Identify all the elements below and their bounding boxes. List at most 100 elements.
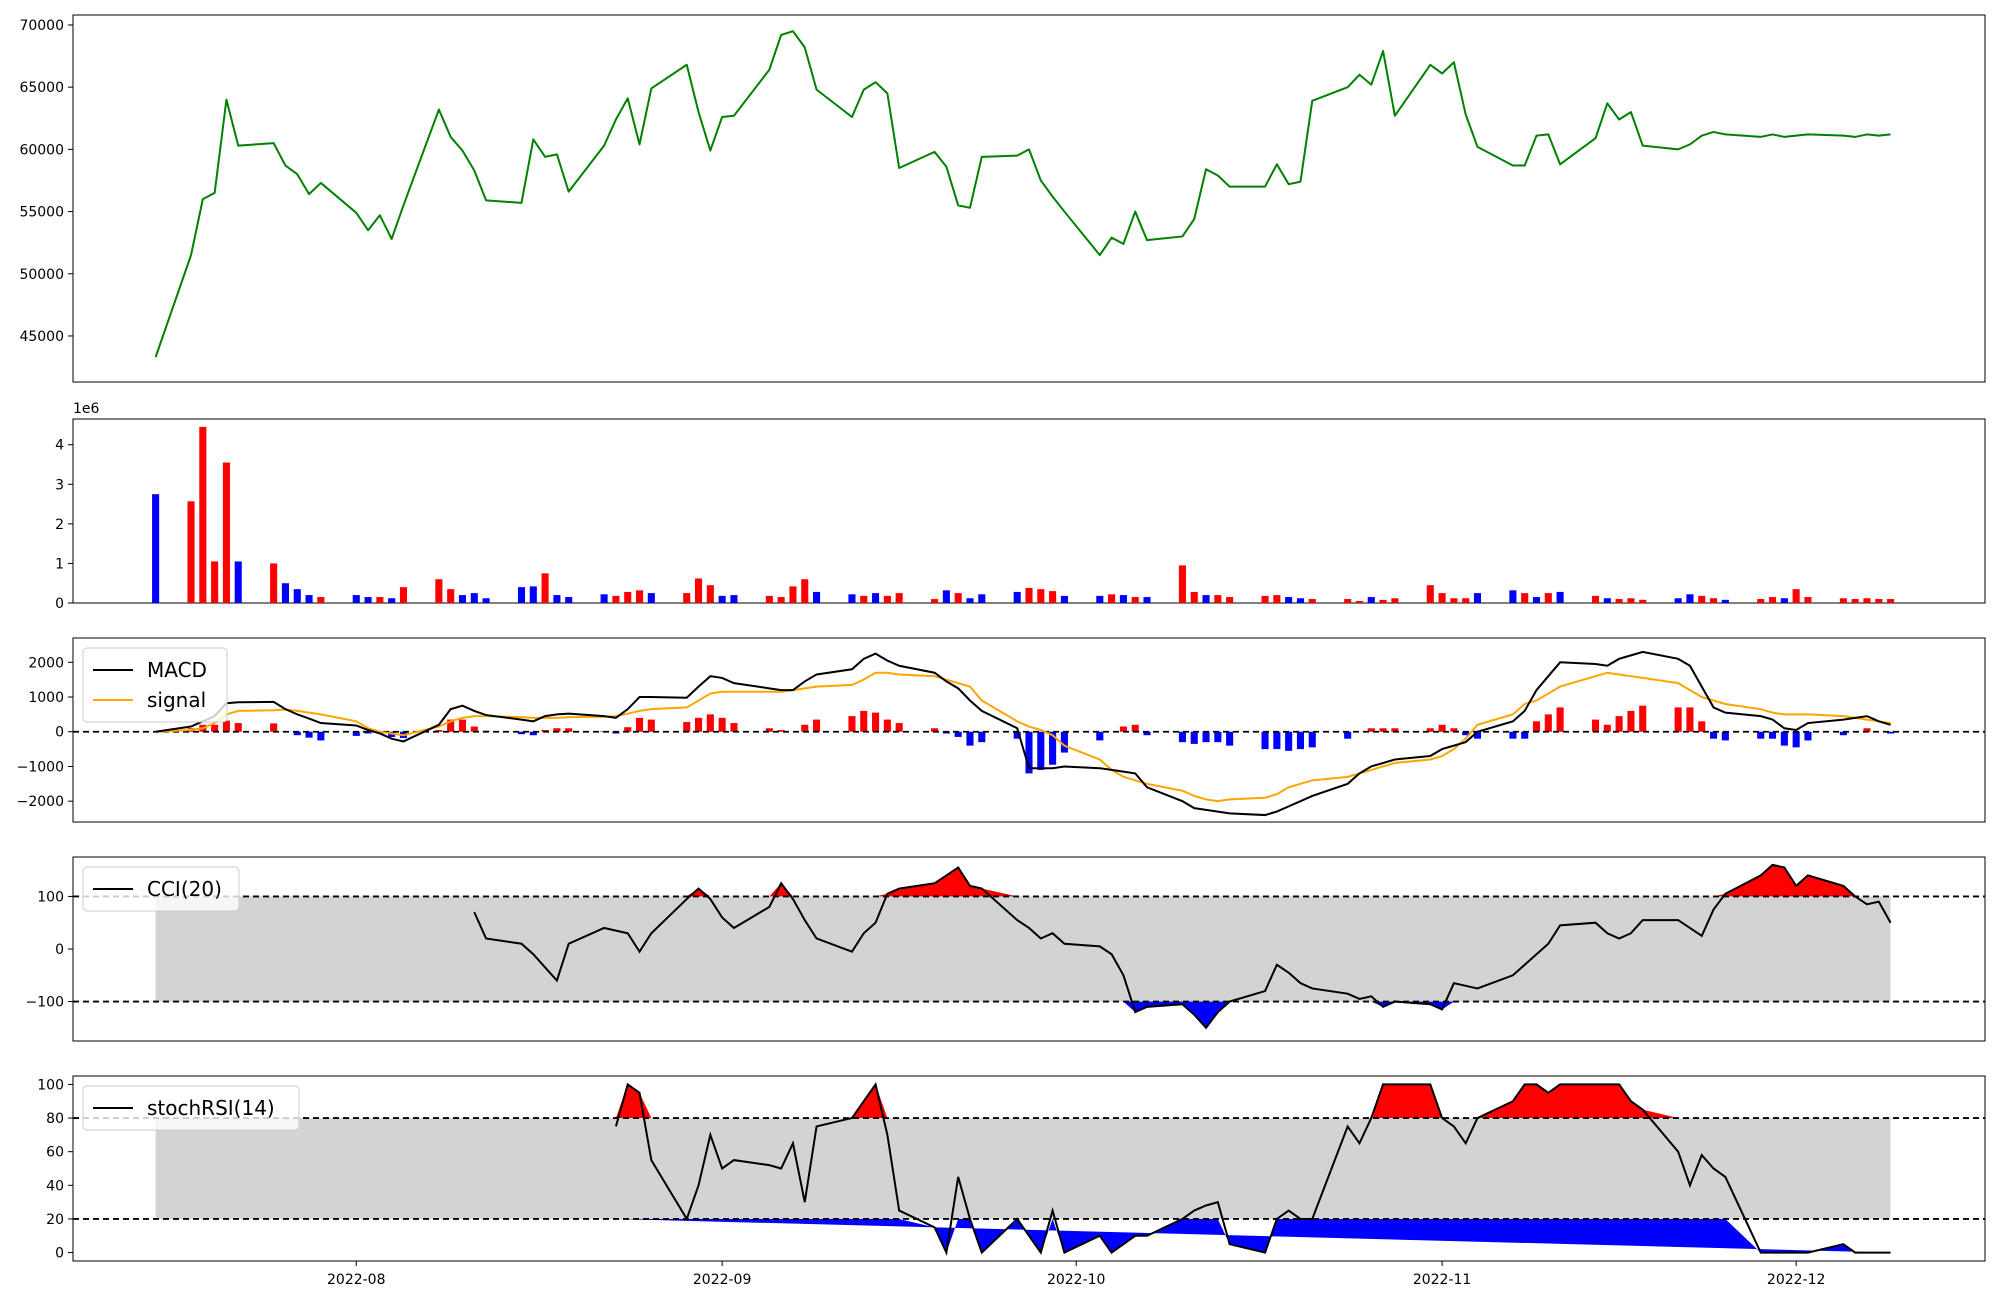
volume-bar xyxy=(317,597,325,603)
volume-bar xyxy=(1780,598,1788,603)
macd-histogram-bar xyxy=(565,728,573,732)
price-frame xyxy=(72,14,1986,383)
volume-bar xyxy=(1462,598,1470,603)
volume-bar xyxy=(895,593,903,603)
macd-histogram-bar xyxy=(1202,731,1210,743)
macd-frame xyxy=(72,637,1986,823)
volume-bar xyxy=(730,595,738,603)
volume-bar xyxy=(1426,585,1434,603)
macd-histogram-bar xyxy=(718,717,726,732)
macd-histogram-bar xyxy=(1639,705,1647,732)
macd-line xyxy=(155,650,1891,817)
macd-histogram-bar xyxy=(1674,707,1682,732)
macd-histogram-bar xyxy=(1308,731,1316,748)
volume-bar xyxy=(765,595,773,603)
macd-histogram-bar xyxy=(1721,731,1729,741)
volume-bar xyxy=(1721,599,1729,603)
volume-bar xyxy=(612,595,620,603)
macd-histogram-bar xyxy=(1131,724,1139,732)
macd-histogram-bar xyxy=(1710,731,1718,739)
cci-ytick-label: 100 xyxy=(37,889,64,905)
macd-histogram-bar xyxy=(553,728,561,732)
volume-bar xyxy=(388,598,396,603)
macd-histogram-bar xyxy=(1521,731,1529,739)
date-tick-label: 2022-10 xyxy=(1047,1272,1106,1288)
volume-bar xyxy=(694,578,703,603)
cci-panel: −100 0 100 CCI(20) xyxy=(26,856,1986,1042)
stochrsi-ytick-label: 80 xyxy=(46,1111,64,1127)
volume-bar xyxy=(1060,595,1068,603)
macd-histogram-bar xyxy=(954,731,962,737)
volume-bar xyxy=(376,597,384,603)
macd-histogram-bar xyxy=(1792,731,1800,748)
volume-bar xyxy=(1438,593,1446,603)
date-tick-label: 2022-11 xyxy=(1413,1272,1472,1288)
volume-bar xyxy=(1391,598,1399,603)
price-ytick-label: 60000 xyxy=(19,142,64,158)
macd-histogram-bar xyxy=(1096,731,1104,741)
volume-bar xyxy=(1686,594,1694,603)
volume-bar xyxy=(1473,593,1482,603)
volume-bar xyxy=(624,591,632,603)
volume-bar xyxy=(1769,597,1777,603)
macd-histogram-bar xyxy=(1190,731,1198,744)
volume-bar xyxy=(1013,591,1021,603)
macd-histogram-bar xyxy=(1839,731,1847,736)
macd-histogram-bar xyxy=(730,723,738,732)
stochrsi-neutral-band xyxy=(155,1118,1891,1219)
macd-histogram-bar xyxy=(1178,731,1186,743)
macd-histogram-bar xyxy=(978,731,986,743)
volume-bar xyxy=(1261,595,1269,603)
macd-histogram-bar xyxy=(860,710,868,732)
macd-histogram-bar xyxy=(305,731,313,738)
cci-legend-label: CCI(20) xyxy=(147,877,222,901)
volume-bar xyxy=(1344,599,1352,603)
volume-bar xyxy=(966,598,974,603)
volume-bar xyxy=(1710,598,1718,603)
volume-bar xyxy=(211,561,219,603)
macd-histogram-bar xyxy=(647,719,655,732)
volume-bar xyxy=(517,587,526,603)
stochrsi-line xyxy=(614,1082,1891,1256)
macd-histogram-bar xyxy=(624,727,632,732)
volume-bar xyxy=(1674,598,1682,603)
volume-bar xyxy=(222,462,230,603)
macd-histogram-bar xyxy=(1473,731,1482,739)
volume-bar xyxy=(1190,591,1198,603)
stochrsi-oversold-fill xyxy=(615,1218,1891,1253)
price-ytick-label: 55000 xyxy=(19,205,64,221)
macd-histogram-bar xyxy=(883,719,891,732)
macd-histogram-bar xyxy=(1037,731,1045,770)
volume-bar xyxy=(1025,587,1033,603)
volume-bar xyxy=(1603,598,1611,603)
macd-histogram-bar xyxy=(1450,728,1458,732)
volume-bar xyxy=(152,494,160,603)
macd-histogram-bar xyxy=(1391,728,1399,732)
volume-bar xyxy=(1863,598,1871,603)
volume-bar xyxy=(1367,597,1375,603)
macd-histogram-bar xyxy=(1509,731,1517,739)
volume-bar xyxy=(270,563,278,603)
volume-ytick-label: 1 xyxy=(55,556,64,572)
macd-histogram-bar xyxy=(765,728,773,732)
signal-line xyxy=(155,671,1891,803)
macd-histogram-bar xyxy=(352,731,360,736)
volume-bar xyxy=(1627,598,1635,603)
price-ytick-label: 50000 xyxy=(19,267,64,283)
macd-histogram-bar xyxy=(895,723,903,732)
volume-bar xyxy=(553,595,561,603)
cci-neutral-band xyxy=(155,896,1891,1002)
macd-histogram-bar xyxy=(801,724,809,732)
macd-histogram-bar xyxy=(1769,731,1777,739)
macd-histogram-bar xyxy=(211,724,219,732)
volume-bar xyxy=(1804,597,1812,603)
volume-bar xyxy=(305,595,313,603)
macd-histogram-bar xyxy=(1214,731,1222,743)
volume-bar xyxy=(1887,599,1895,603)
stochrsi-legend-box xyxy=(82,1085,300,1131)
stochrsi-ytick-label: 40 xyxy=(46,1178,64,1194)
macd-histogram-bar xyxy=(270,723,278,732)
stochrsi-ytick-label: 20 xyxy=(46,1212,64,1228)
volume-bar xyxy=(1698,595,1706,603)
volume-bar xyxy=(1839,598,1847,603)
